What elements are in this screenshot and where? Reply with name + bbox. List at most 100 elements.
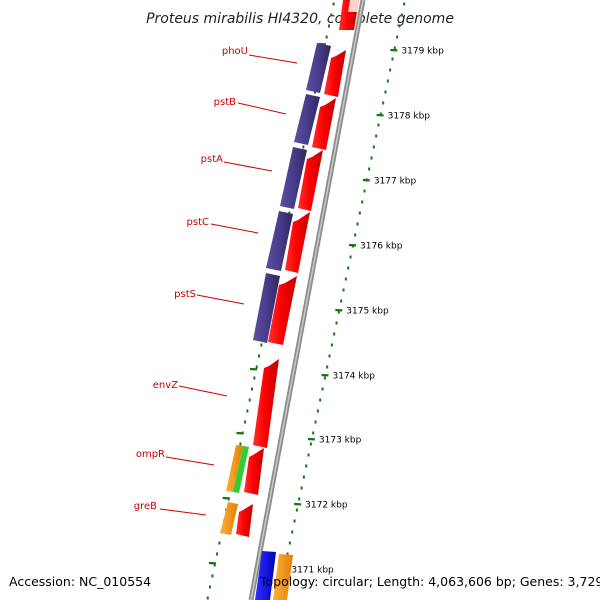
- tick-dot: [316, 409, 319, 413]
- tick-dot: [332, 2, 335, 6]
- ruler-label: 3175 kbp: [346, 307, 389, 317]
- gene-label: phoU: [222, 46, 248, 57]
- gene-feature-ompr-forward: [244, 448, 264, 495]
- gene-label-leader: [159, 508, 207, 516]
- gene-features: [220, 0, 359, 600]
- gene-label-leader: [210, 223, 259, 234]
- gene-label-leader: [165, 456, 215, 466]
- gene-label-leader: [223, 161, 273, 172]
- tick-dot: [213, 563, 216, 567]
- ruler-labels: 3179 kbp 3178 kbp 3177 kbp 3176 kbp 3175 kbp…: [291, 47, 444, 576]
- tick-dot: [251, 387, 254, 391]
- ruler-label: 3179 kbp: [401, 47, 444, 57]
- tick-dot: [246, 409, 249, 413]
- gene-label: pstC: [187, 217, 209, 228]
- tick-dot: [302, 145, 305, 149]
- gene-feature-pstb-forward: [312, 98, 336, 150]
- gene-label-leader: [196, 294, 245, 305]
- gene-feature-pstc-reverse: [266, 211, 293, 271]
- tick-dot: [344, 277, 347, 281]
- tick-dot: [403, 2, 406, 6]
- tick-dot: [330, 13, 333, 17]
- gene-feature-pstb-reverse: [294, 94, 320, 145]
- tick-dot: [368, 167, 371, 171]
- tick-dot: [330, 343, 333, 347]
- gene-label-leader: [178, 385, 228, 397]
- map-title: Proteus mirabilis HI4320, complete genom…: [146, 11, 454, 27]
- tick-dot: [253, 376, 256, 380]
- tick-dot: [382, 101, 385, 105]
- gene-label: pstB: [214, 97, 236, 108]
- tick-dot: [358, 211, 361, 215]
- tick-dot: [398, 24, 401, 28]
- ruler-label: 3176 kbp: [360, 242, 403, 252]
- tick-dot: [295, 508, 298, 512]
- gene-label-leader: [248, 54, 298, 64]
- tick-dot: [300, 486, 303, 490]
- ruler-label: 3177 kbp: [374, 177, 417, 187]
- tick-dot: [391, 57, 394, 61]
- tick-dot: [288, 211, 291, 215]
- tick-dot: [384, 90, 387, 94]
- tick-dot: [313, 90, 316, 94]
- gene-feature-phou-forward: [324, 50, 346, 97]
- tick-dot: [337, 310, 340, 314]
- tick-dot: [370, 156, 373, 160]
- tick-dot: [363, 189, 366, 193]
- gene-feature-phou-reverse: [306, 43, 331, 93]
- tick-dot: [211, 574, 214, 578]
- tick-dot: [393, 46, 396, 50]
- gene-label: pstA: [201, 154, 223, 165]
- tick-dot: [302, 475, 305, 479]
- gene-label-leaders: phoU pstB pstA pstC pstS envZ ompR greB: [134, 46, 298, 516]
- gene-feature-greb-orange: [220, 502, 238, 535]
- gene-feature-envz-forward: [253, 359, 279, 448]
- tick-dots-outer: [277, 2, 406, 600]
- gene-feature-greb-forward: [236, 504, 253, 537]
- tick-dot: [255, 365, 258, 369]
- tick-dot: [239, 442, 242, 446]
- tick-dot: [307, 453, 310, 457]
- gene-feature-ompr-orange: [226, 445, 243, 492]
- tick-dot: [325, 35, 328, 39]
- tick-dot: [389, 68, 392, 72]
- ruler-label: 3174 kbp: [333, 372, 376, 382]
- tick-dot: [216, 552, 219, 556]
- tick-dot: [342, 288, 345, 292]
- gene-feature-top-pink: [348, 0, 359, 12]
- tick-dot: [356, 222, 359, 226]
- tick-dot: [314, 420, 317, 424]
- tick-dot: [328, 354, 331, 358]
- gene-feature-psts-reverse: [253, 273, 280, 343]
- tick-dot: [260, 343, 263, 347]
- tick-dot: [327, 24, 330, 28]
- ruler-label: 3171 kbp: [291, 566, 334, 576]
- tick-dot: [206, 596, 209, 600]
- gene-feature-ompr-green: [233, 446, 249, 493]
- gene-feature-psta-reverse: [280, 147, 307, 209]
- gene-feature-psta-forward: [298, 150, 323, 211]
- tick-dot: [248, 398, 251, 402]
- tick-dot: [321, 387, 324, 391]
- tick-dot: [340, 299, 343, 303]
- tick-dot: [349, 255, 352, 259]
- tick-dot: [361, 200, 364, 204]
- ruler-label: 3178 kbp: [388, 112, 431, 122]
- tick-dot: [396, 35, 399, 39]
- tick-dot: [377, 123, 380, 127]
- gene-label: greB: [134, 501, 157, 512]
- tick-dot: [209, 585, 212, 589]
- gene-label: envZ: [153, 380, 178, 391]
- gene-feature-bottom-blue: [255, 551, 276, 600]
- backbone-track: [248, 0, 366, 600]
- gene-label: pstS: [174, 289, 196, 300]
- tick-dot: [379, 112, 382, 116]
- tick-dot: [326, 365, 329, 369]
- tick-dot: [400, 13, 403, 17]
- ruler-label: 3173 kbp: [319, 436, 362, 446]
- tick-dot: [293, 519, 296, 523]
- tick-dot: [386, 79, 389, 83]
- tick-dot: [319, 398, 322, 402]
- tick-dot: [347, 266, 350, 270]
